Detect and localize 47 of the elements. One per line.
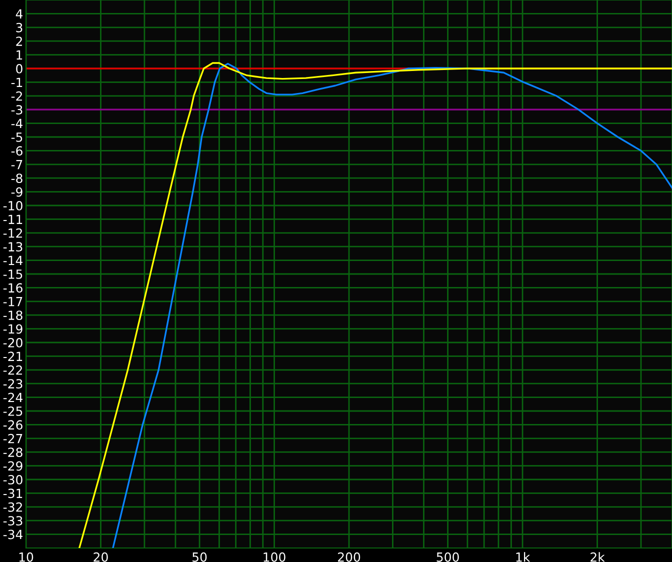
y-tick-label: -3 xyxy=(11,105,22,115)
y-tick-label: -5 xyxy=(11,132,22,142)
y-tick-label: -18 xyxy=(3,310,22,320)
y-tick-label: -30 xyxy=(3,474,22,484)
y-tick-label: -32 xyxy=(3,502,22,512)
y-tick-label: -11 xyxy=(3,214,22,224)
y-tick-label: -24 xyxy=(3,392,23,402)
y-tick-label: -17 xyxy=(3,297,22,306)
y-tick-label: -27 xyxy=(3,434,22,444)
x-tick-label: 20 xyxy=(94,552,108,562)
y-tick-label: -2 xyxy=(11,91,22,101)
y-tick-label: -14 xyxy=(3,256,23,266)
y-tick-label: -8 xyxy=(11,174,22,184)
x-tick-label: 2k xyxy=(590,552,605,562)
y-tick-label: -26 xyxy=(3,420,22,430)
y-tick-label: -6 xyxy=(11,146,22,156)
y-tick-label: -25 xyxy=(3,406,22,416)
x-tick-label: 500 xyxy=(436,552,459,562)
y-tick-label: -10 xyxy=(3,200,22,210)
y-tick-label: -31 xyxy=(3,488,22,498)
y-tick-label: 4 xyxy=(16,9,23,18)
y-tick-label: -7 xyxy=(11,160,22,170)
y-tick-label: 3 xyxy=(16,22,22,32)
y-tick-label: 0 xyxy=(16,64,22,74)
y-tick-label: -13 xyxy=(3,242,22,252)
y-tick-label: -19 xyxy=(3,324,22,334)
x-tick-label: 10 xyxy=(19,552,34,562)
y-tick-label: -20 xyxy=(3,338,22,348)
y-tick-label: -23 xyxy=(3,379,22,389)
x-tick-label: 200 xyxy=(338,552,360,562)
x-tick-label: 1k xyxy=(516,552,530,562)
x-tick-label: 100 xyxy=(264,552,286,562)
y-tick-label: -33 xyxy=(3,516,22,526)
y-tick-label: 1 xyxy=(16,50,22,60)
y-tick-label: -12 xyxy=(3,228,22,238)
y-tick-label: -21 xyxy=(3,352,22,361)
y-tick-label: -9 xyxy=(11,187,22,197)
y-tick-label: -29 xyxy=(3,461,22,471)
y-tick-label: -15 xyxy=(3,270,22,279)
y-tick-label: -22 xyxy=(3,365,22,375)
y-tick-label: -28 xyxy=(3,448,22,458)
y-tick-label: -34 xyxy=(3,530,23,540)
y-tick-label: -16 xyxy=(3,283,22,293)
y-tick-label: -1 xyxy=(11,78,22,87)
y-tick-label: 2 xyxy=(16,36,22,46)
x-tick-label: 50 xyxy=(192,552,207,562)
y-tick-label: -4 xyxy=(11,118,23,128)
